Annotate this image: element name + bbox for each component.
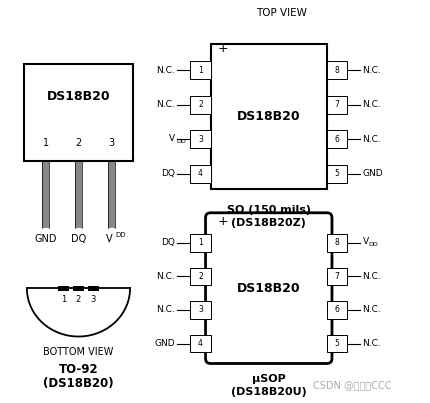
Text: V: V	[106, 234, 113, 244]
Text: 3: 3	[198, 305, 203, 314]
Text: N.C.: N.C.	[362, 305, 381, 314]
Text: 7: 7	[335, 272, 340, 281]
Text: GND: GND	[362, 169, 383, 179]
Bar	[327, 165, 347, 183]
Text: 4: 4	[198, 339, 203, 348]
Text: GND: GND	[34, 234, 57, 244]
Text: 8: 8	[335, 238, 340, 247]
Bar	[327, 301, 347, 319]
Text: 5: 5	[335, 339, 340, 348]
Text: N.C.: N.C.	[362, 339, 381, 348]
Text: DS18B20: DS18B20	[237, 110, 301, 123]
Text: N.C.: N.C.	[362, 66, 381, 75]
Text: CSDN @林同学CCC: CSDN @林同学CCC	[313, 380, 392, 390]
Text: 2: 2	[75, 138, 82, 148]
Text: 5: 5	[335, 169, 340, 179]
Text: μSOP: μSOP	[252, 374, 286, 384]
Text: 2: 2	[76, 295, 81, 303]
Bar	[108, 161, 115, 228]
Text: 6: 6	[335, 135, 340, 144]
Bar	[327, 234, 347, 251]
Text: 1: 1	[198, 238, 203, 247]
Text: 3: 3	[198, 135, 203, 144]
Text: N.C.: N.C.	[362, 272, 381, 281]
Text: N.C.: N.C.	[156, 66, 175, 75]
Text: (DS18B20Z): (DS18B20Z)	[231, 218, 306, 228]
Bar	[190, 268, 211, 285]
Text: N.C.: N.C.	[156, 272, 175, 281]
Text: DD: DD	[368, 242, 378, 247]
Text: +: +	[218, 215, 228, 228]
Bar	[327, 61, 347, 79]
Bar	[327, 268, 347, 285]
Text: N.C.: N.C.	[362, 100, 381, 109]
Text: 3: 3	[108, 138, 114, 148]
Text: TOP VIEW: TOP VIEW	[256, 8, 307, 18]
Text: 1: 1	[61, 295, 66, 303]
Text: +: +	[218, 42, 228, 55]
Text: GND: GND	[154, 339, 175, 348]
Bar	[75, 161, 82, 228]
Text: DQ: DQ	[161, 238, 175, 247]
Bar	[327, 335, 347, 352]
Text: SO (150 mils): SO (150 mils)	[227, 205, 311, 215]
Text: (DS18B20): (DS18B20)	[43, 377, 114, 390]
Text: 4: 4	[198, 169, 203, 179]
Bar	[190, 234, 211, 251]
Bar	[190, 130, 211, 148]
Bar	[190, 96, 211, 114]
Text: 2: 2	[198, 272, 203, 281]
Text: DD: DD	[116, 232, 126, 238]
Bar	[327, 96, 347, 114]
Text: V: V	[169, 134, 175, 143]
Text: BOTTOM VIEW: BOTTOM VIEW	[43, 347, 114, 357]
Polygon shape	[27, 288, 130, 337]
Text: 2: 2	[198, 100, 203, 109]
Text: (DS18B20U): (DS18B20U)	[231, 387, 307, 397]
Text: N.C.: N.C.	[362, 135, 381, 144]
Text: V: V	[362, 237, 369, 246]
Bar	[190, 335, 211, 352]
Bar	[73, 286, 84, 291]
Text: 6: 6	[335, 305, 340, 314]
Bar	[327, 130, 347, 148]
Text: DQ: DQ	[161, 169, 175, 179]
Text: 1: 1	[198, 66, 203, 75]
Text: 1: 1	[43, 138, 49, 148]
Text: DS18B20: DS18B20	[237, 282, 301, 295]
Text: N.C.: N.C.	[156, 100, 175, 109]
Text: 7: 7	[335, 100, 340, 109]
Bar	[211, 44, 327, 189]
Text: TO-92: TO-92	[58, 363, 98, 376]
Bar	[190, 165, 211, 183]
Text: N.C.: N.C.	[156, 305, 175, 314]
Bar	[42, 161, 49, 228]
Text: DQ: DQ	[71, 234, 86, 244]
Text: DS18B20: DS18B20	[47, 90, 110, 103]
Bar	[58, 286, 69, 291]
FancyBboxPatch shape	[206, 213, 332, 364]
Text: 8: 8	[335, 66, 340, 75]
Bar	[88, 286, 99, 291]
Text: 3: 3	[91, 295, 96, 303]
Text: DD: DD	[176, 139, 186, 144]
Bar	[24, 64, 133, 161]
Bar	[190, 61, 211, 79]
Bar	[190, 301, 211, 319]
